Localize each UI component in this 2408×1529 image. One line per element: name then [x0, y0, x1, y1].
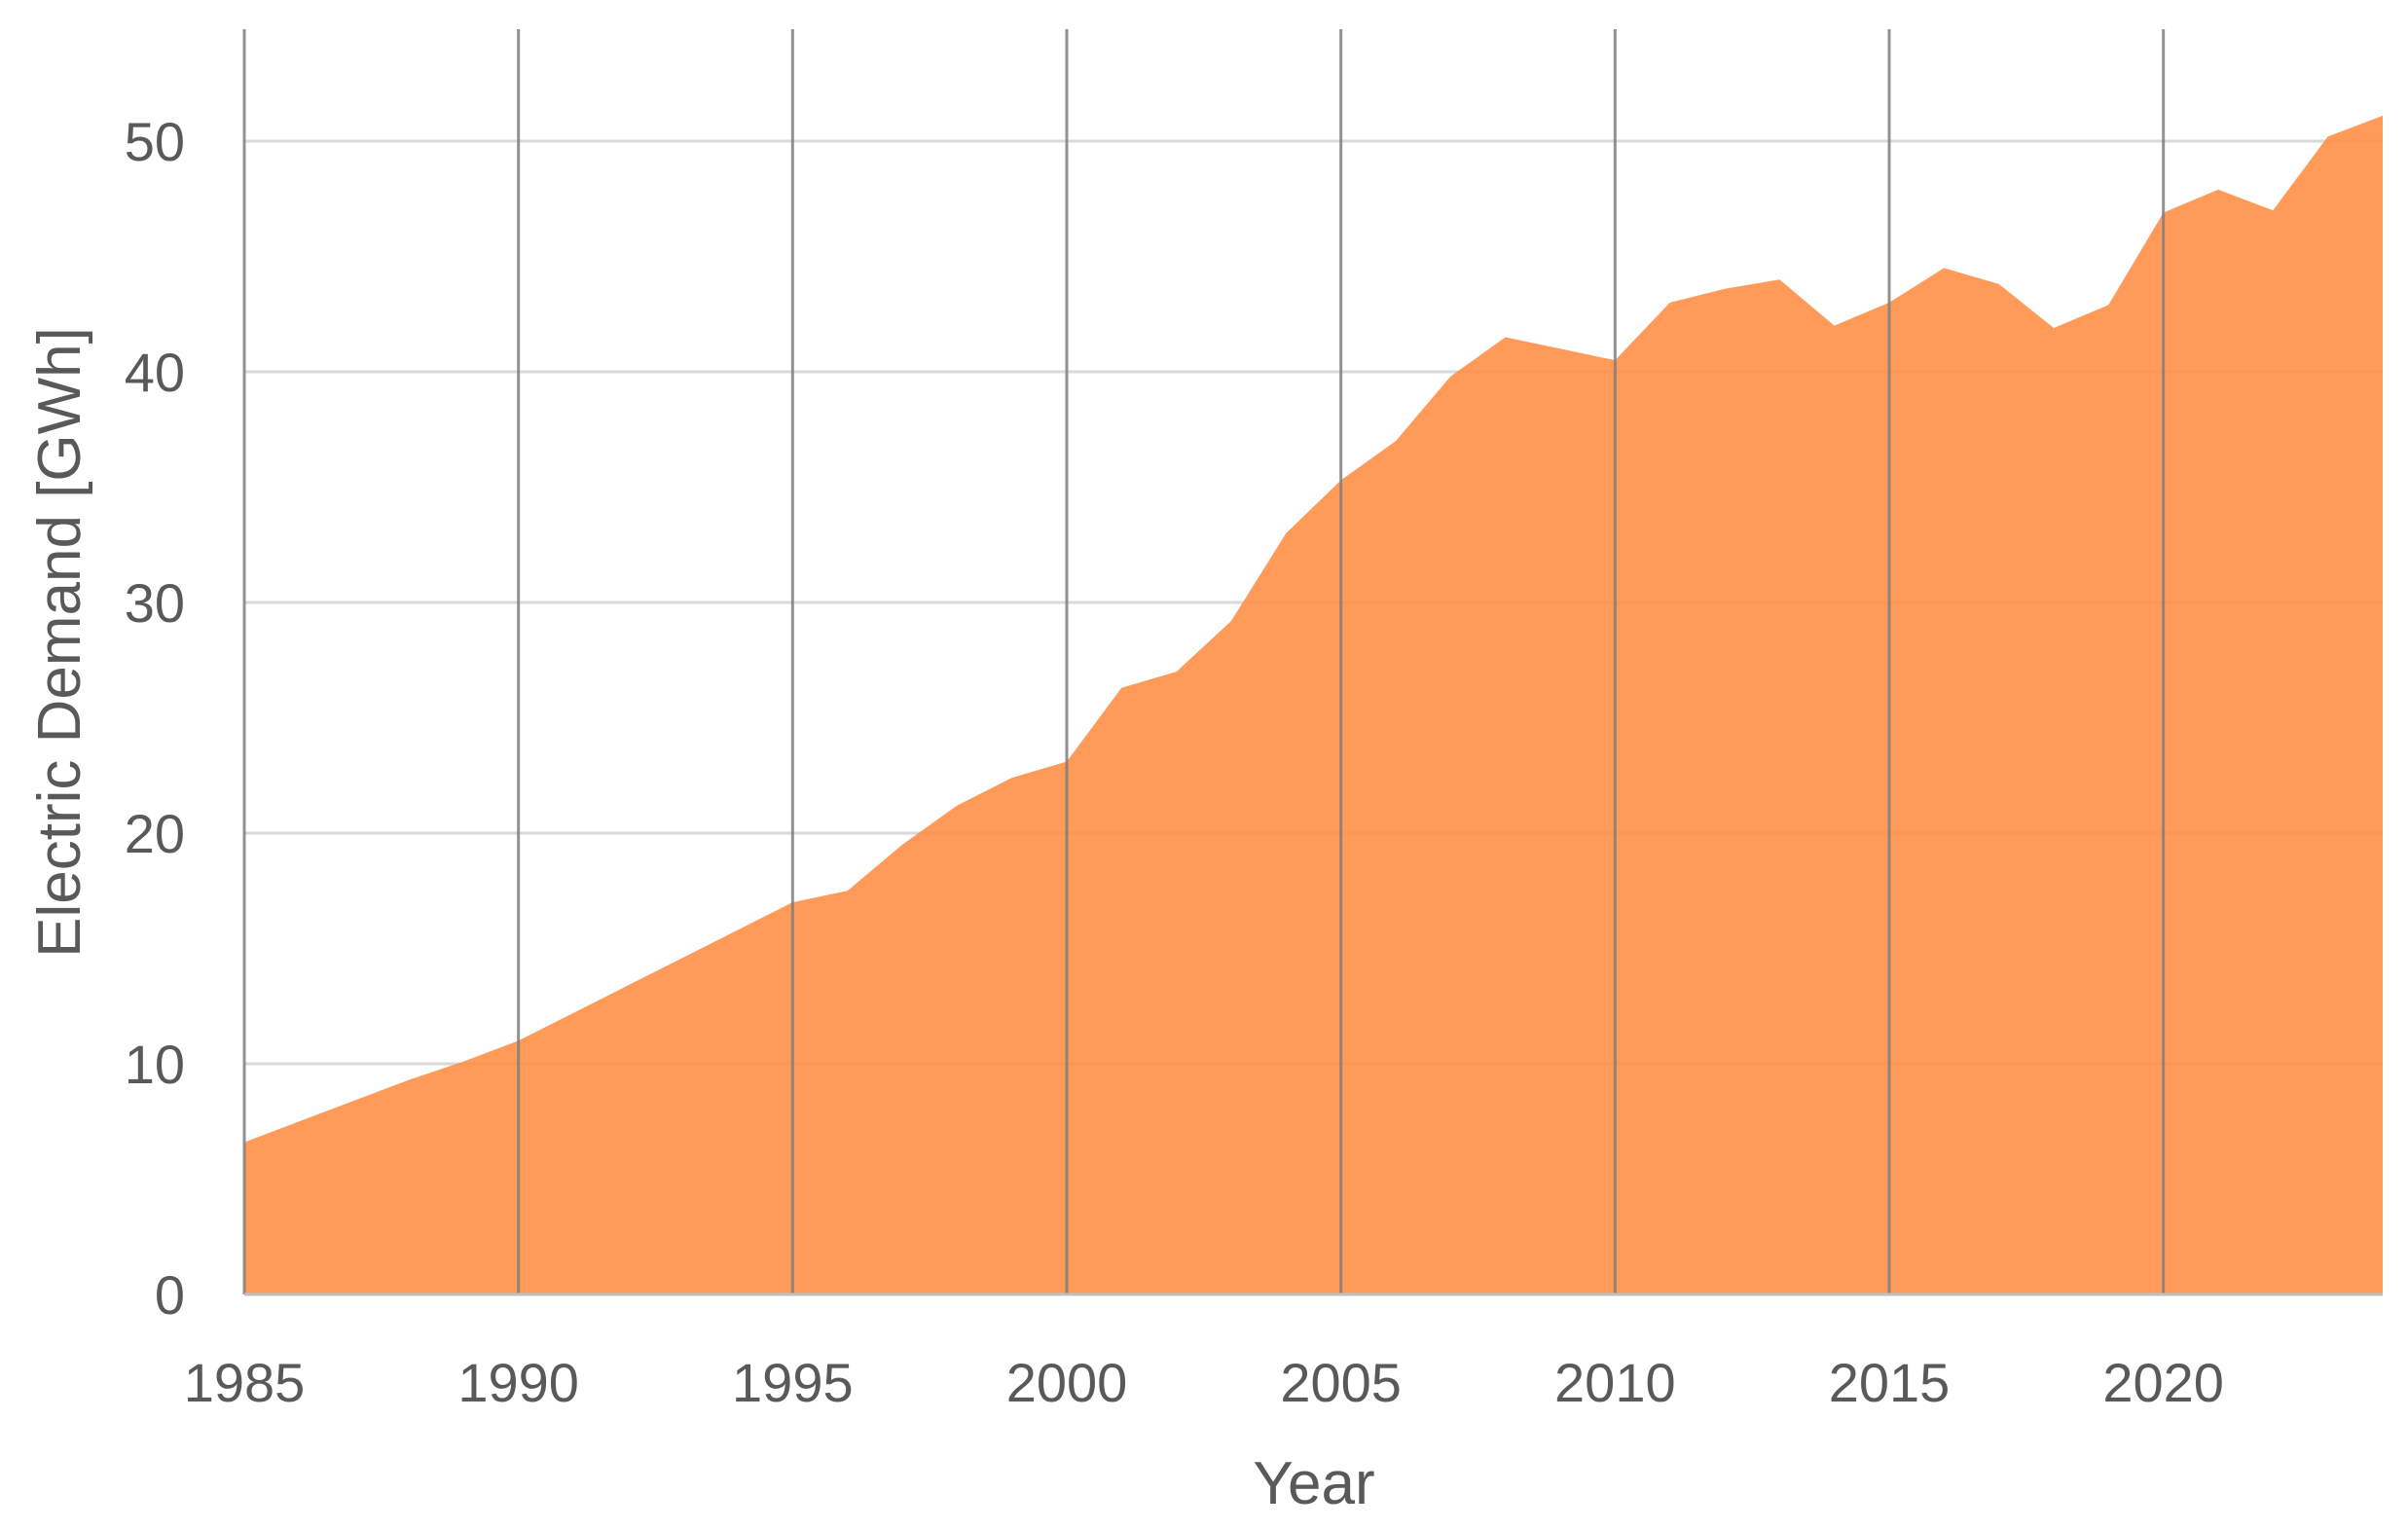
area-series: [244, 115, 2383, 1294]
x-axis-title: Year: [1253, 1450, 1374, 1517]
x-tick-label-2005: 2005: [1280, 1352, 1402, 1413]
y-axis-title: Electric Demand [GWh]: [26, 327, 93, 958]
x-tick-label-1985: 1985: [184, 1352, 306, 1413]
y-tick-label-30: 30: [125, 572, 185, 634]
y-tick-label-10: 10: [125, 1034, 185, 1095]
y-tick-label-40: 40: [125, 342, 185, 403]
x-tick-label-2015: 2015: [1829, 1352, 1951, 1413]
x-tick-label-2000: 2000: [1006, 1352, 1128, 1413]
y-tick-labels: 0 10 20 30 40 50: [125, 111, 185, 1326]
x-tick-label-1995: 1995: [732, 1352, 854, 1413]
vertical-gridlines: [242, 29, 2166, 1294]
y-tick-label-50: 50: [125, 111, 185, 172]
x-tick-labels: 1985 1990 1995 2000 2005 2010 2015 2020: [184, 1352, 2224, 1413]
y-tick-label-20: 20: [125, 803, 185, 864]
area-fill: [244, 115, 2383, 1294]
y-tick-label-0: 0: [155, 1264, 185, 1326]
x-tick-label-2020: 2020: [2102, 1352, 2224, 1413]
x-tick-label-1990: 1990: [457, 1352, 579, 1413]
x-tick-label-2010: 2010: [1554, 1352, 1676, 1413]
